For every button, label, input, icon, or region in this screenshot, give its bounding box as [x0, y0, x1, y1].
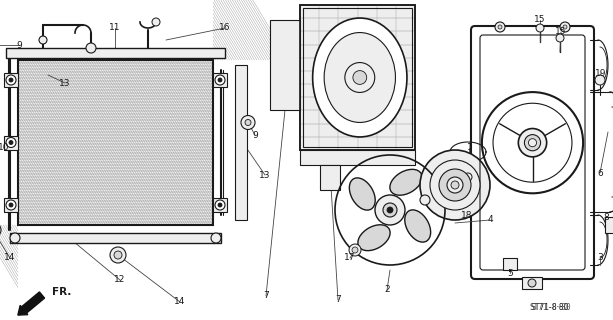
Circle shape — [6, 75, 16, 85]
Circle shape — [9, 140, 13, 145]
Bar — [303, 8, 412, 147]
Bar — [213, 198, 227, 212]
Text: 1: 1 — [467, 143, 473, 153]
Bar — [300, 5, 415, 150]
Text: 18: 18 — [461, 211, 473, 220]
Text: 15: 15 — [555, 28, 567, 36]
Text: FR.: FR. — [52, 287, 72, 297]
Circle shape — [439, 169, 471, 201]
Circle shape — [245, 119, 251, 125]
Text: 14: 14 — [174, 298, 186, 307]
Bar — [300, 5, 415, 150]
Text: 5: 5 — [507, 268, 513, 277]
Bar — [213, 73, 227, 87]
Circle shape — [6, 138, 16, 148]
Text: 16: 16 — [219, 23, 230, 33]
Text: ST71-8·80: ST71-8·80 — [529, 303, 571, 313]
Text: 9: 9 — [16, 41, 22, 50]
Text: 12: 12 — [114, 276, 126, 284]
Circle shape — [215, 200, 225, 210]
Circle shape — [218, 78, 222, 82]
Text: ST71-8·80: ST71-8·80 — [531, 303, 569, 313]
Circle shape — [495, 22, 505, 32]
Text: 3: 3 — [597, 252, 603, 261]
Bar — [18, 60, 213, 225]
Circle shape — [420, 150, 490, 220]
Text: 4: 4 — [487, 215, 493, 225]
Circle shape — [218, 203, 222, 207]
FancyBboxPatch shape — [471, 26, 594, 279]
Bar — [4, 198, 18, 212]
Circle shape — [352, 247, 358, 253]
Bar — [270, 20, 300, 110]
Circle shape — [349, 244, 361, 256]
Bar — [6, 48, 225, 58]
Text: 14: 14 — [4, 253, 16, 262]
Circle shape — [345, 62, 375, 92]
Circle shape — [560, 22, 570, 32]
Circle shape — [451, 181, 459, 189]
Circle shape — [524, 135, 541, 151]
Ellipse shape — [358, 225, 390, 251]
Circle shape — [10, 233, 20, 243]
Bar — [605, 217, 613, 233]
Circle shape — [9, 203, 13, 207]
Bar — [503, 258, 517, 270]
Ellipse shape — [405, 210, 431, 242]
Circle shape — [86, 43, 96, 53]
Bar — [300, 150, 415, 165]
Circle shape — [595, 75, 605, 85]
Text: 2: 2 — [384, 285, 390, 294]
Text: 10: 10 — [0, 143, 10, 153]
Circle shape — [536, 24, 544, 32]
Circle shape — [464, 173, 472, 181]
Circle shape — [110, 247, 126, 263]
Ellipse shape — [313, 18, 407, 137]
Circle shape — [498, 25, 502, 29]
Text: 8: 8 — [603, 213, 609, 222]
FancyArrow shape — [18, 292, 45, 315]
Circle shape — [39, 36, 47, 44]
Circle shape — [241, 116, 255, 130]
Ellipse shape — [390, 169, 422, 195]
Circle shape — [0, 222, 1, 238]
Text: 9: 9 — [252, 131, 258, 140]
Circle shape — [114, 251, 122, 259]
Circle shape — [420, 195, 430, 205]
Text: 6: 6 — [597, 169, 603, 178]
Bar — [18, 60, 213, 225]
Circle shape — [556, 34, 564, 42]
Ellipse shape — [349, 178, 375, 210]
Circle shape — [387, 207, 393, 213]
Circle shape — [563, 25, 567, 29]
Text: 11: 11 — [109, 23, 121, 33]
Bar — [235, 65, 247, 220]
Text: 17: 17 — [345, 253, 356, 262]
Circle shape — [375, 195, 405, 225]
Text: 7: 7 — [335, 295, 341, 305]
Ellipse shape — [324, 33, 395, 123]
Text: 19: 19 — [595, 68, 607, 77]
Bar — [10, 233, 221, 243]
Circle shape — [211, 233, 221, 243]
Circle shape — [430, 160, 480, 210]
Text: 7: 7 — [263, 292, 269, 300]
Text: 13: 13 — [259, 171, 271, 180]
Bar — [4, 73, 18, 87]
Bar — [522, 277, 542, 289]
Text: 13: 13 — [59, 78, 70, 87]
Circle shape — [447, 177, 463, 193]
Bar — [320, 165, 340, 190]
Bar — [4, 135, 18, 149]
Circle shape — [9, 78, 13, 82]
Text: 15: 15 — [535, 15, 546, 25]
Circle shape — [383, 203, 397, 217]
Circle shape — [152, 18, 160, 26]
Circle shape — [519, 129, 547, 157]
Circle shape — [528, 279, 536, 287]
Circle shape — [353, 71, 367, 84]
Circle shape — [6, 200, 16, 210]
Circle shape — [528, 139, 536, 147]
Circle shape — [215, 75, 225, 85]
